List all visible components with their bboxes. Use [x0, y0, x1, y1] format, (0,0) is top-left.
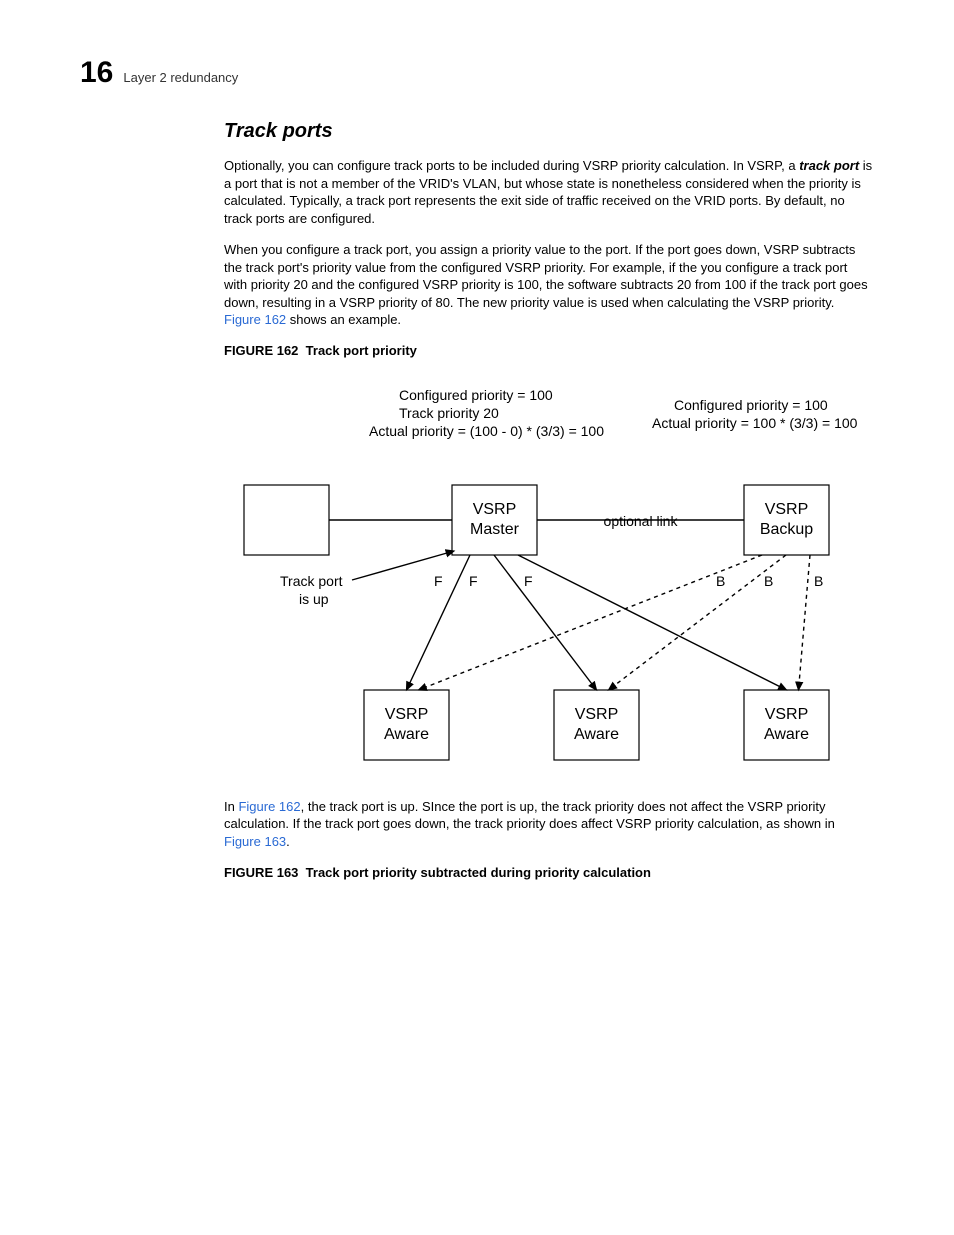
svg-text:B: B — [764, 573, 773, 589]
svg-text:B: B — [716, 573, 725, 589]
fig163-title: Track port priority subtracted during pr… — [306, 865, 651, 880]
svg-text:is up: is up — [299, 591, 329, 607]
p3-a: In — [224, 799, 238, 814]
link-figure-162-b[interactable]: Figure 162 — [238, 799, 300, 814]
svg-text:VSRP: VSRP — [473, 501, 517, 518]
svg-text:VSRP: VSRP — [575, 706, 619, 723]
svg-text:Actual priority = (100 - 0) *: Actual priority = (100 - 0) * (3/3) = 10… — [369, 423, 604, 439]
svg-text:Master: Master — [470, 521, 520, 538]
p2-b: shows an example. — [286, 312, 401, 327]
svg-text:F: F — [434, 573, 443, 589]
section-title: Track ports — [224, 120, 874, 143]
paragraph-1: Optionally, you can configure track port… — [224, 157, 874, 227]
p2-a: When you configure a track port, you ass… — [224, 242, 868, 310]
svg-text:Actual priority = 100 * (3/3): Actual priority = 100 * (3/3) = 100 — [652, 415, 858, 431]
link-figure-163[interactable]: Figure 163 — [224, 834, 286, 849]
svg-text:F: F — [524, 573, 533, 589]
figure-162-diagram: Configured priority = 100 Track priority … — [224, 370, 874, 780]
svg-text:F: F — [469, 573, 478, 589]
svg-text:optional link: optional link — [604, 513, 679, 529]
figure-162-caption: FIGURE 162 Track port priority — [224, 343, 874, 358]
main-content: Track ports Optionally, you can configur… — [224, 120, 874, 880]
chapter-number: 16 — [80, 56, 113, 90]
svg-text:Configured priority = 100: Configured priority = 100 — [399, 387, 553, 403]
figure-163-caption: FIGURE 163 Track port priority subtracte… — [224, 865, 874, 880]
svg-text:VSRP: VSRP — [765, 706, 809, 723]
svg-text:Configured priority = 100: Configured priority = 100 — [674, 397, 828, 413]
svg-text:B: B — [814, 573, 823, 589]
svg-text:Aware: Aware — [764, 726, 809, 743]
fig162-lead: FIGURE 162 — [224, 343, 298, 358]
svg-text:Aware: Aware — [384, 726, 429, 743]
svg-text:Backup: Backup — [760, 521, 813, 538]
svg-text:Track priority 20: Track priority 20 — [399, 405, 499, 421]
page-header: 16 Layer 2 redundancy — [80, 56, 874, 90]
svg-text:VSRP: VSRP — [765, 501, 809, 518]
paragraph-2: When you configure a track port, you ass… — [224, 241, 874, 329]
fig162-title: Track port priority — [306, 343, 417, 358]
p3-b: , the track port is up. SInce the port i… — [224, 799, 835, 832]
chapter-title: Layer 2 redundancy — [123, 70, 238, 85]
term-track-port: track port — [799, 158, 859, 173]
paragraph-3: In Figure 162, the track port is up. SIn… — [224, 798, 874, 851]
p3-c: . — [286, 834, 290, 849]
fig163-lead: FIGURE 163 — [224, 865, 298, 880]
svg-text:Aware: Aware — [574, 726, 619, 743]
svg-text:VSRP: VSRP — [385, 706, 429, 723]
svg-text:Track port: Track port — [280, 573, 343, 589]
link-figure-162[interactable]: Figure 162 — [224, 312, 286, 327]
p1-lead: Optionally, you can configure track port… — [224, 158, 799, 173]
